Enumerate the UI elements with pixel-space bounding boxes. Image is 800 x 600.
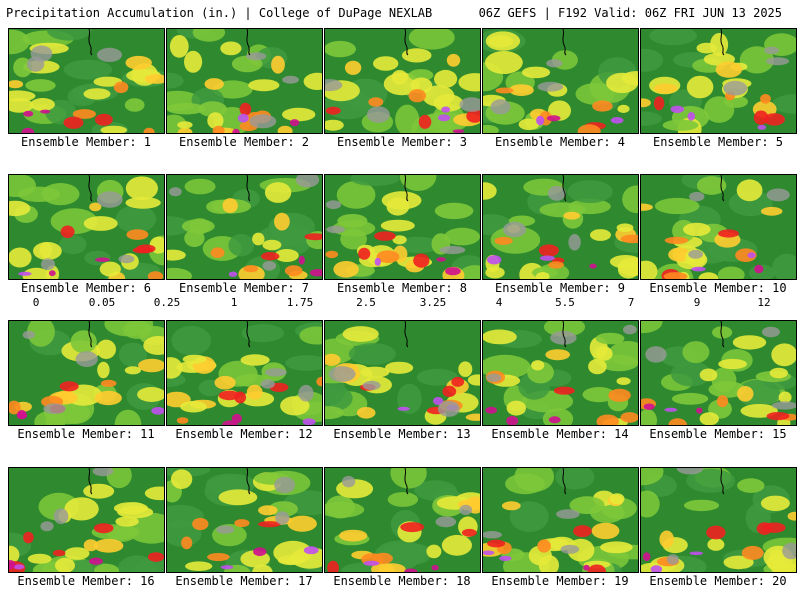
- ensemble-member-label: Ensemble Member: 19: [491, 574, 629, 588]
- ensemble-member-label: Ensemble Member: 7: [178, 281, 310, 295]
- ensemble-member-label: Ensemble Member: 16: [17, 574, 155, 588]
- ensemble-member-map: [640, 174, 797, 280]
- ensemble-member-label: Ensemble Member: 13: [333, 427, 471, 441]
- ensemble-member-label: Ensemble Member: 3: [336, 135, 468, 149]
- colorbar-tick-label: 5.5: [555, 296, 575, 309]
- precip-field: [641, 468, 796, 572]
- colorbar-tick-label: 1.75: [286, 296, 314, 309]
- ensemble-member-label: Ensemble Member: 14: [491, 427, 629, 441]
- precip-field: [167, 29, 322, 133]
- colorbar-tick-label: 4: [495, 296, 503, 309]
- precip-field: [641, 175, 796, 279]
- precip-field: [167, 321, 322, 425]
- precip-field: [167, 468, 322, 572]
- precip-field: [483, 468, 638, 572]
- precip-field: [167, 175, 322, 279]
- ensemble-member-map: [324, 467, 481, 573]
- ensemble-member-map: [482, 174, 639, 280]
- precip-field: [325, 468, 480, 572]
- ensemble-member-label: Ensemble Member: 20: [649, 574, 787, 588]
- ensemble-member-map: [324, 320, 481, 426]
- color-scale-bar: [0, 296, 800, 320]
- colorbar-tick-label: 0.25: [153, 296, 181, 309]
- ensemble-member-label: Ensemble Member: 1: [20, 135, 152, 149]
- ensemble-member-map: [8, 174, 165, 280]
- ensemble-member-map: [640, 28, 797, 134]
- ensemble-member-label: Ensemble Member: 6: [20, 281, 152, 295]
- ensemble-member-map: [8, 28, 165, 134]
- ensemble-member-map: [640, 467, 797, 573]
- ensemble-member-map: [166, 28, 323, 134]
- ensemble-member-map: [324, 174, 481, 280]
- ensemble-member-map: [640, 320, 797, 426]
- colorbar-tick-label: 1: [230, 296, 238, 309]
- ensemble-member-label: Ensemble Member: 12: [175, 427, 313, 441]
- ensemble-member-label: Ensemble Member: 17: [175, 574, 313, 588]
- ensemble-member-map: [324, 28, 481, 134]
- colorbar-tick-label: 0: [32, 296, 40, 309]
- precip-field: [325, 29, 480, 133]
- ensemble-member-label: Ensemble Member: 9: [494, 281, 626, 295]
- map-title: Precipitation Accumulation (in.) | Colle…: [6, 6, 433, 20]
- colorbar-tick-label: 12: [757, 296, 771, 309]
- ensemble-member-label: Ensemble Member: 2: [178, 135, 310, 149]
- ensemble-member-label: Ensemble Member: 4: [494, 135, 626, 149]
- ensemble-member-label: Ensemble Member: 5: [652, 135, 784, 149]
- ensemble-member-label: Ensemble Member: 10: [649, 281, 787, 295]
- ensemble-member-map: [482, 28, 639, 134]
- ensemble-member-map: [8, 467, 165, 573]
- ensemble-member-label: Ensemble Member: 11: [17, 427, 155, 441]
- ensemble-member-map: [8, 320, 165, 426]
- colorbar-tick-label: 3.25: [419, 296, 447, 309]
- ensemble-member-label: Ensemble Member: 15: [649, 427, 787, 441]
- precip-field: [641, 29, 796, 133]
- ensemble-member-map: [166, 174, 323, 280]
- ensemble-member-map: [166, 320, 323, 426]
- precip-field: [9, 468, 164, 572]
- ensemble-member-map: [166, 467, 323, 573]
- ensemble-member-label: Ensemble Member: 8: [336, 281, 468, 295]
- precip-field: [325, 175, 480, 279]
- ensemble-member-map: [482, 467, 639, 573]
- precip-field: [483, 29, 638, 133]
- colorbar-tick-label: 2.5: [356, 296, 376, 309]
- colorbar-tick-label: 7: [627, 296, 635, 309]
- precip-field: [483, 321, 638, 425]
- colorbar-tick-label: 0.05: [88, 296, 116, 309]
- precip-field: [9, 175, 164, 279]
- colorbar-tick-label: 9: [693, 296, 701, 309]
- precip-field: [9, 321, 164, 425]
- precip-field: [9, 29, 164, 133]
- ensemble-member-map: [482, 320, 639, 426]
- precip-field: [325, 321, 480, 425]
- precip-field: [483, 175, 638, 279]
- precip-field: [641, 321, 796, 425]
- ensemble-member-label: Ensemble Member: 18: [333, 574, 471, 588]
- run-valid-time: 06Z GEFS | F192 Valid: 06Z FRI JUN 13 20…: [478, 6, 782, 20]
